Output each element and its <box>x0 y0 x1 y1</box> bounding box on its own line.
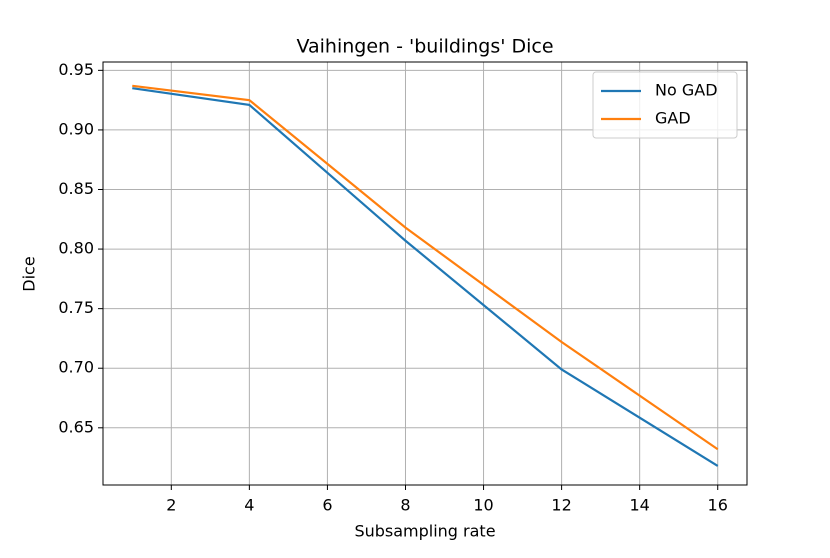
y-tick-label: 0.85 <box>58 179 94 198</box>
y-tick-label: 0.80 <box>58 239 94 258</box>
y-tick-label: 0.75 <box>58 298 94 317</box>
data-line <box>132 87 719 467</box>
legend-label: No GAD <box>655 81 718 100</box>
data-line <box>132 84 719 451</box>
x-tick-label: 16 <box>708 496 728 515</box>
x-tick-label: 8 <box>400 496 410 515</box>
plot-frame <box>102 61 748 486</box>
x-tick-label: 4 <box>244 496 254 515</box>
y-tick-label: 0.65 <box>58 417 94 436</box>
y-axis-label: Dice <box>20 256 39 291</box>
x-tick-label: 6 <box>322 496 332 515</box>
y-tick-label: 0.70 <box>58 358 94 377</box>
x-tick-label: 10 <box>473 496 493 515</box>
x-tick-label: 12 <box>551 496 571 515</box>
x-tick-label: 2 <box>166 496 176 515</box>
legend-box <box>592 71 738 139</box>
y-tick-label: 0.90 <box>58 119 94 138</box>
x-axis-label: Subsampling rate <box>354 522 495 541</box>
y-tick-label: 0.95 <box>58 60 94 79</box>
chart-title: Vaihingen - 'buildings' Dice <box>296 36 553 58</box>
x-tick-label: 14 <box>629 496 649 515</box>
legend-label: GAD <box>655 109 691 128</box>
